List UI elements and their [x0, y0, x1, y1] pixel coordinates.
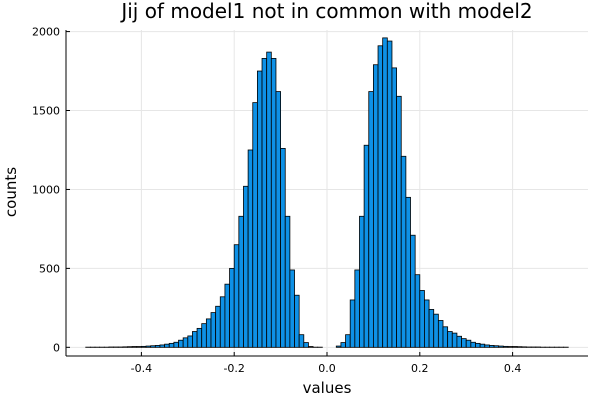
histogram-bar	[400, 155, 407, 348]
histogram-bar	[219, 296, 226, 348]
histogram-bar	[270, 58, 277, 348]
histogram-bar	[154, 345, 161, 348]
histogram-bar	[419, 290, 425, 348]
histogram-bar	[224, 283, 230, 348]
y-tick-label: 1500	[32, 105, 60, 118]
histogram-bar	[465, 339, 472, 348]
histogram-bar	[238, 215, 244, 348]
histogram-bar	[284, 215, 291, 348]
histogram-bar	[178, 339, 184, 348]
histogram-bar	[252, 102, 258, 348]
histogram-bar	[266, 51, 272, 348]
histogram-bar	[372, 64, 379, 348]
y-tick-label: 0	[53, 341, 60, 354]
histogram-bar	[131, 346, 138, 348]
histogram-bar	[442, 326, 449, 348]
histogram-bar	[215, 305, 221, 348]
histogram-bar	[382, 37, 388, 348]
histogram-bar	[433, 313, 439, 348]
histogram-bar	[247, 149, 254, 348]
histogram-bar	[488, 345, 495, 348]
histogram-bar	[192, 331, 198, 348]
histogram-bar	[256, 70, 263, 348]
histogram-bar	[424, 299, 430, 348]
x-tick-label: 0.4	[504, 362, 522, 375]
histogram-bar	[428, 309, 435, 348]
histogram-bar	[386, 40, 393, 348]
histogram-bar	[391, 67, 397, 348]
histogram-bar	[173, 341, 179, 348]
y-axis-label: counts	[2, 167, 20, 217]
histogram-bar	[289, 269, 295, 348]
histogram-bar	[368, 91, 374, 348]
histogram-bar	[136, 346, 142, 348]
histogram-bar	[150, 345, 156, 348]
histogram-bar	[410, 234, 416, 348]
y-tick-label: 2000	[32, 26, 60, 39]
histogram-bar	[363, 144, 370, 348]
histogram-bar	[516, 346, 523, 348]
grid-lines	[66, 30, 588, 356]
histogram-bar	[359, 215, 365, 348]
histogram-bar	[405, 196, 411, 348]
histogram-bar	[196, 327, 203, 348]
histogram-bar	[164, 343, 170, 348]
histogram-bar	[498, 345, 504, 348]
histogram-bar	[475, 342, 481, 348]
histogram-bar	[502, 345, 509, 348]
histogram-bar	[507, 346, 513, 348]
histogram-bar	[159, 344, 166, 348]
histogram-bar	[340, 342, 346, 348]
y-axis-ticks: 0 500 1000 1500 2000	[32, 26, 70, 354]
histogram-bar	[335, 345, 342, 348]
histogram-bar	[261, 58, 268, 348]
histogram-bar	[298, 334, 305, 348]
histogram-bar	[205, 318, 212, 348]
histogram-bar	[294, 294, 300, 348]
histogram-bar	[275, 91, 281, 348]
histogram-bar	[229, 267, 235, 348]
histogram-bar	[233, 244, 240, 348]
x-axis-ticks: -0.4 -0.2 0.0 0.2 0.4	[131, 352, 522, 375]
histogram-bar	[512, 346, 518, 348]
histogram-bar	[303, 342, 309, 348]
x-tick-label: 0.2	[411, 362, 429, 375]
histogram-bar	[451, 332, 458, 348]
histogram-bar	[447, 331, 453, 348]
histogram-bar	[187, 335, 193, 348]
histogram-bar	[145, 345, 152, 348]
histogram-bar	[127, 346, 133, 348]
histogram-bar	[493, 345, 500, 348]
x-tick-label: -0.2	[223, 362, 244, 375]
histogram-bar	[437, 320, 444, 348]
x-tick-label: 0.0	[318, 362, 336, 375]
histogram-bar	[345, 334, 351, 348]
chart-title: Jij of model1 not in common with model2	[119, 0, 532, 23]
histogram-bar	[484, 344, 490, 348]
histogram-bar	[470, 341, 476, 348]
y-tick-label: 500	[39, 262, 60, 275]
histogram-bar	[479, 343, 486, 348]
x-axis-label: values	[303, 379, 352, 397]
histogram-bar	[140, 345, 147, 348]
histogram-bar	[349, 299, 356, 348]
histogram-bar	[168, 342, 175, 348]
histogram-bars	[85, 37, 569, 348]
histogram-bar	[280, 148, 286, 348]
histogram-bar	[182, 337, 189, 348]
histogram-bar	[456, 335, 462, 348]
histogram-bar	[354, 269, 360, 348]
histogram-bar	[201, 323, 207, 348]
x-tick-label: -0.4	[131, 362, 152, 375]
histogram-bar	[414, 274, 421, 348]
histogram-bar	[308, 346, 314, 348]
histogram-bar	[243, 185, 249, 348]
histogram-bar	[461, 338, 467, 348]
histogram-bar	[377, 45, 384, 348]
histogram-bar	[210, 312, 217, 348]
histogram-bar	[396, 95, 402, 348]
y-tick-label: 1000	[32, 183, 60, 196]
